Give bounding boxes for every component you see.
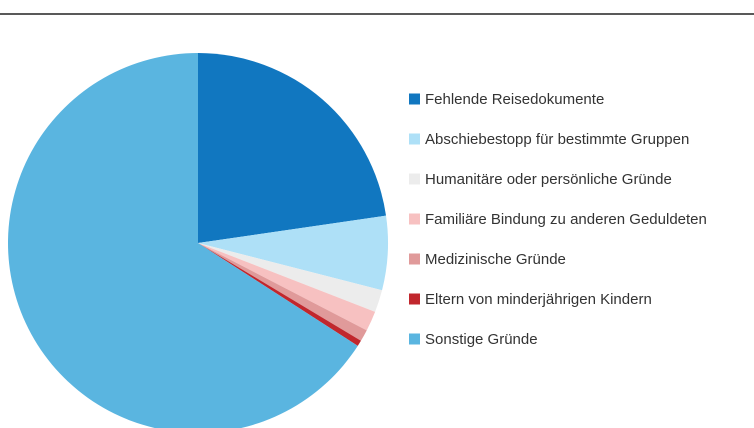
pie-slice xyxy=(198,243,361,346)
legend-swatch xyxy=(409,333,420,345)
legend-label: Sonstige Gründe xyxy=(425,331,538,348)
legend-swatch xyxy=(409,213,420,225)
legend-label: Fehlende Reisedokumente xyxy=(425,91,604,108)
legend-label: Abschiebestopp für bestimmte Gruppen xyxy=(425,131,689,148)
pie-slice xyxy=(198,243,376,331)
pie-slice xyxy=(8,53,358,428)
legend-label: Eltern von minderjährigen Kindern xyxy=(425,291,652,308)
pie-slice xyxy=(198,243,367,341)
legend-label: Familiäre Bindung zu anderen Geduldeten xyxy=(425,211,707,228)
legend-label: Humanitäre oder persönliche Gründe xyxy=(425,171,672,188)
legend-swatch xyxy=(409,133,420,145)
legend-swatch xyxy=(409,173,420,185)
legend-swatch xyxy=(409,93,420,105)
pie-slice xyxy=(198,215,388,291)
legend-label: Medizinische Gründe xyxy=(425,251,566,268)
legend-swatch xyxy=(409,293,420,305)
legend-swatch xyxy=(409,253,420,265)
pie-slice xyxy=(198,243,383,312)
pie-slice xyxy=(198,53,387,243)
